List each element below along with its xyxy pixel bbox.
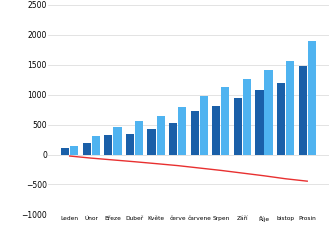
- Bar: [92, 136, 100, 155]
- Bar: [255, 90, 264, 155]
- Bar: [104, 135, 113, 155]
- Bar: [277, 83, 285, 155]
- Bar: [234, 98, 242, 155]
- Bar: [221, 87, 229, 155]
- Bar: [61, 148, 69, 155]
- Bar: [191, 111, 199, 155]
- Bar: [70, 146, 78, 155]
- Bar: [135, 121, 143, 155]
- Bar: [178, 107, 186, 155]
- Bar: [299, 66, 307, 155]
- Bar: [200, 96, 208, 155]
- Bar: [286, 62, 294, 155]
- Bar: [212, 106, 220, 155]
- Bar: [126, 134, 134, 155]
- Bar: [169, 123, 177, 155]
- Bar: [243, 79, 251, 155]
- Bar: [113, 127, 121, 155]
- Bar: [148, 129, 156, 155]
- Bar: [308, 41, 316, 155]
- Bar: [156, 116, 165, 155]
- Bar: [264, 70, 273, 155]
- Bar: [82, 143, 91, 155]
